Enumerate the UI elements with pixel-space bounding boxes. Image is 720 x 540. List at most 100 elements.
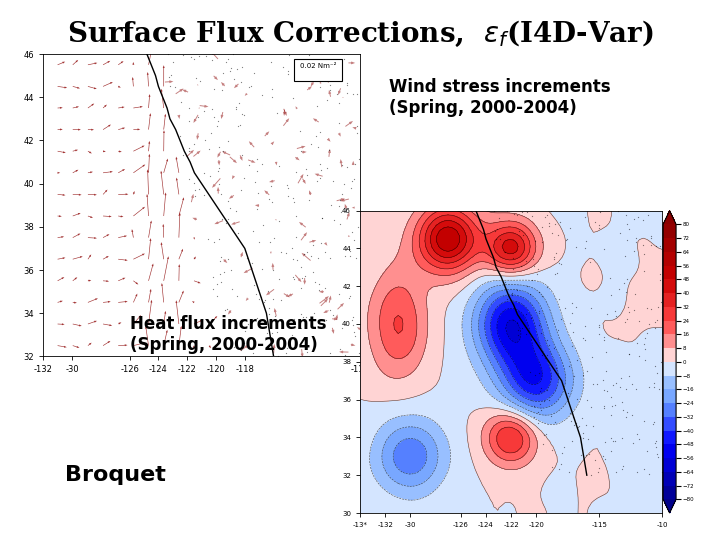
Point	[570, 418, 582, 427]
Point	[327, 57, 338, 65]
Point	[339, 351, 351, 360]
Point	[222, 214, 234, 223]
Point	[491, 225, 503, 233]
Point	[291, 167, 302, 176]
Point	[333, 99, 345, 107]
Point	[628, 247, 639, 255]
Point	[517, 230, 528, 239]
Point	[315, 160, 326, 168]
Point	[511, 210, 523, 219]
Point	[541, 335, 552, 344]
Point	[507, 254, 518, 262]
Point	[507, 291, 518, 299]
Point	[347, 313, 359, 321]
Point	[290, 212, 302, 220]
Point	[189, 186, 201, 194]
Point	[183, 104, 194, 113]
Point	[295, 284, 307, 292]
Point	[566, 417, 577, 426]
Point	[639, 355, 650, 364]
Point	[571, 242, 582, 251]
Point	[207, 285, 219, 294]
Point	[247, 349, 258, 357]
Point	[646, 234, 657, 242]
FancyBboxPatch shape	[294, 59, 342, 81]
Point	[322, 59, 333, 68]
Point	[228, 75, 239, 84]
Point	[616, 465, 628, 474]
Point	[262, 286, 274, 295]
Point	[507, 316, 518, 325]
Point	[533, 306, 544, 315]
Point	[219, 306, 230, 315]
Point	[553, 259, 564, 268]
Point	[652, 303, 664, 312]
Point	[598, 333, 610, 341]
Text: Wind stress increments
(Spring, 2000-2004): Wind stress increments (Spring, 2000-200…	[389, 78, 611, 117]
Point	[588, 422, 599, 430]
Point	[341, 79, 353, 87]
Point	[264, 195, 275, 204]
Point	[338, 179, 350, 188]
Point	[551, 249, 562, 258]
Point	[271, 328, 282, 336]
Point	[189, 140, 200, 149]
Point	[631, 233, 642, 242]
Point	[490, 234, 502, 243]
Point	[213, 143, 225, 151]
Point	[256, 160, 268, 168]
Point	[571, 303, 582, 312]
Point	[236, 110, 248, 119]
Point	[539, 213, 551, 222]
Point	[332, 89, 343, 98]
Point	[529, 237, 541, 246]
Point	[271, 109, 282, 117]
Point	[593, 323, 605, 332]
Point	[353, 223, 364, 232]
Point	[621, 384, 632, 393]
Point	[610, 307, 621, 315]
Point	[333, 289, 344, 298]
Point	[616, 433, 628, 442]
Point	[309, 342, 320, 351]
Point	[555, 315, 567, 323]
Point	[652, 450, 663, 458]
Point	[549, 417, 561, 426]
Point	[291, 256, 302, 265]
Point	[243, 160, 254, 169]
Point	[245, 82, 256, 91]
Point	[528, 402, 539, 410]
Point	[333, 202, 344, 211]
Point	[303, 50, 315, 59]
Point	[228, 323, 240, 332]
Point	[307, 268, 319, 276]
Point	[631, 238, 642, 246]
Point	[306, 75, 318, 84]
Point	[489, 227, 500, 235]
Point	[617, 462, 629, 471]
Point	[332, 61, 343, 70]
Point	[305, 139, 316, 148]
Point	[599, 438, 611, 447]
Point	[593, 321, 605, 329]
Point	[205, 129, 217, 137]
Point	[334, 195, 346, 204]
Point	[319, 284, 330, 292]
Point	[546, 228, 557, 237]
Point	[593, 224, 605, 232]
Point	[652, 453, 664, 462]
Point	[312, 253, 324, 262]
Point	[300, 313, 312, 321]
Point	[231, 65, 243, 74]
Point	[310, 277, 321, 286]
Point	[549, 269, 561, 278]
Point	[231, 291, 243, 300]
Point	[259, 295, 271, 304]
Point	[627, 439, 639, 448]
Point	[298, 249, 310, 258]
Point	[287, 243, 298, 252]
Point	[567, 437, 578, 445]
Point	[553, 231, 564, 239]
Point	[581, 395, 593, 404]
Point	[206, 56, 217, 64]
